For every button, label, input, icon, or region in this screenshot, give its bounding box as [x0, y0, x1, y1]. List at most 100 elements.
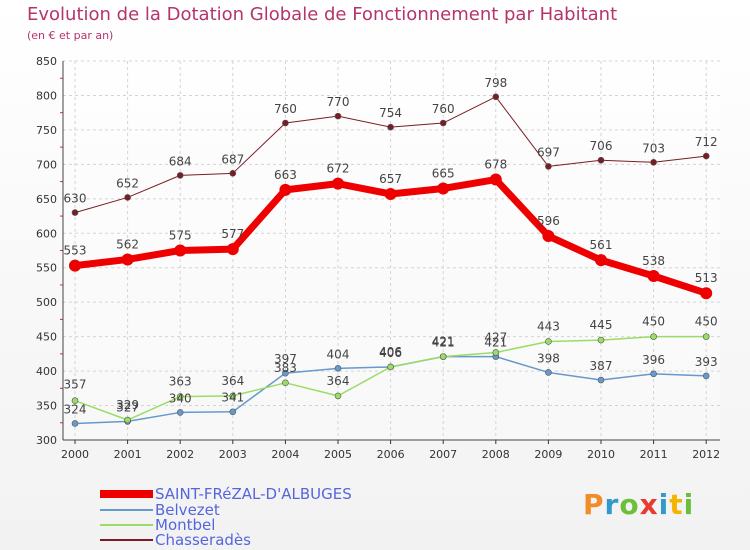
data-point	[545, 369, 552, 376]
data-point	[71, 420, 79, 427]
logo-letter: x	[639, 488, 659, 521]
legend-swatch-saint-frezal	[100, 490, 153, 498]
data-label: 665	[432, 166, 455, 180]
data-point	[542, 230, 555, 243]
data-label: 687	[221, 152, 244, 166]
x-tick-label: 2011	[640, 448, 668, 461]
x-tick-label: 2000	[61, 448, 89, 461]
data-label: 357	[64, 378, 87, 392]
data-point	[229, 408, 237, 416]
data-label: 703	[642, 141, 665, 155]
data-label: 760	[432, 102, 455, 116]
data-label: 697	[537, 145, 560, 159]
chart-subtitle: (en € et par an)	[27, 29, 114, 42]
data-label: 443	[537, 319, 560, 333]
axes: 300 350 400 450 500 550 600 650 700 750 800 850 2000…	[36, 55, 720, 461]
data-label: 427	[484, 330, 507, 344]
y-tick-label: 850	[36, 55, 57, 68]
logo-letter: P	[583, 488, 605, 521]
data-point	[545, 163, 552, 170]
data-point	[124, 416, 131, 424]
data-point	[71, 209, 79, 216]
data-label: 706	[590, 139, 613, 153]
logo-letter: r	[604, 488, 620, 521]
data-point	[176, 172, 184, 179]
x-tick-label: 2006	[377, 448, 405, 461]
x-tick-label: 2007	[429, 448, 457, 461]
data-label: 450	[642, 315, 665, 329]
data-label: 363	[169, 375, 192, 389]
data-label: 760	[274, 102, 297, 116]
data-label: 770	[327, 95, 350, 109]
data-label: 329	[116, 398, 139, 412]
data-point	[282, 369, 289, 377]
data-label: 450	[695, 315, 718, 329]
legend-label-belvezet: Belvezet	[155, 501, 220, 519]
data-label: 562	[116, 237, 139, 251]
data-point	[650, 333, 657, 340]
data-point	[650, 370, 657, 378]
data-label: 406	[379, 346, 402, 360]
data-label: 596	[537, 214, 560, 228]
data-point	[387, 363, 394, 371]
legend-swatch-belvezet	[100, 509, 153, 511]
data-point	[282, 379, 289, 387]
proxiti-logo: Proxiti	[583, 488, 694, 521]
data-point	[121, 253, 134, 266]
data-label: 678	[484, 158, 507, 172]
data-label: 341	[221, 391, 244, 405]
data-label: 393	[695, 355, 718, 369]
data-point	[176, 393, 184, 400]
data-label: 513	[695, 271, 718, 285]
logo-letter: o	[619, 488, 640, 521]
data-point	[492, 349, 500, 356]
legend-label-chasserades: Chasseradès	[155, 531, 251, 549]
data-label: 652	[116, 176, 139, 190]
data-label: 553	[64, 244, 87, 258]
y-tick-label: 600	[36, 227, 57, 240]
data-label: 324	[64, 402, 87, 416]
data-label: 398	[537, 351, 560, 365]
y-tick-label: 800	[36, 89, 57, 102]
data-point	[279, 183, 292, 196]
data-label: 663	[274, 168, 297, 182]
data-point	[545, 338, 552, 345]
chart-title: Evolution de la Dotation Globale de Fonc…	[27, 4, 618, 25]
data-label: 577	[221, 227, 244, 241]
data-label: 672	[327, 162, 350, 176]
legend-label-montbel: Montbel	[155, 516, 216, 534]
data-label: 421	[432, 336, 455, 350]
data-point	[229, 392, 237, 400]
data-label: 538	[642, 254, 665, 268]
x-tick-label: 2008	[482, 448, 510, 461]
data-label: 387	[590, 359, 613, 373]
y-tick-label: 300	[36, 434, 57, 447]
data-point	[334, 392, 342, 400]
data-label: 421	[432, 335, 455, 349]
data-point	[647, 269, 660, 282]
data-label: 630	[64, 192, 87, 206]
data-label: 445	[590, 318, 613, 332]
data-point	[229, 170, 237, 177]
data-point	[124, 194, 131, 201]
data-label: 364	[327, 374, 350, 388]
y-tick-label: 750	[36, 124, 57, 137]
data-point	[597, 336, 605, 344]
data-point	[334, 365, 342, 372]
data-label: 561	[590, 238, 613, 252]
y-tick-label: 400	[36, 365, 57, 378]
x-tick-label: 2009	[534, 448, 562, 461]
x-tick-label: 2003	[219, 448, 247, 461]
data-point	[439, 119, 447, 127]
data-labels: 553 562 575 577 663 672 657 665 678 596 561 538 513 3…	[64, 76, 718, 417]
y-tick-label: 550	[36, 262, 57, 275]
data-point	[702, 152, 710, 160]
data-label: 657	[379, 172, 402, 186]
logo-letter: t	[669, 488, 684, 521]
data-label: 712	[695, 135, 718, 149]
data-point	[332, 177, 344, 190]
data-label: 340	[169, 391, 192, 405]
data-point	[702, 372, 710, 380]
